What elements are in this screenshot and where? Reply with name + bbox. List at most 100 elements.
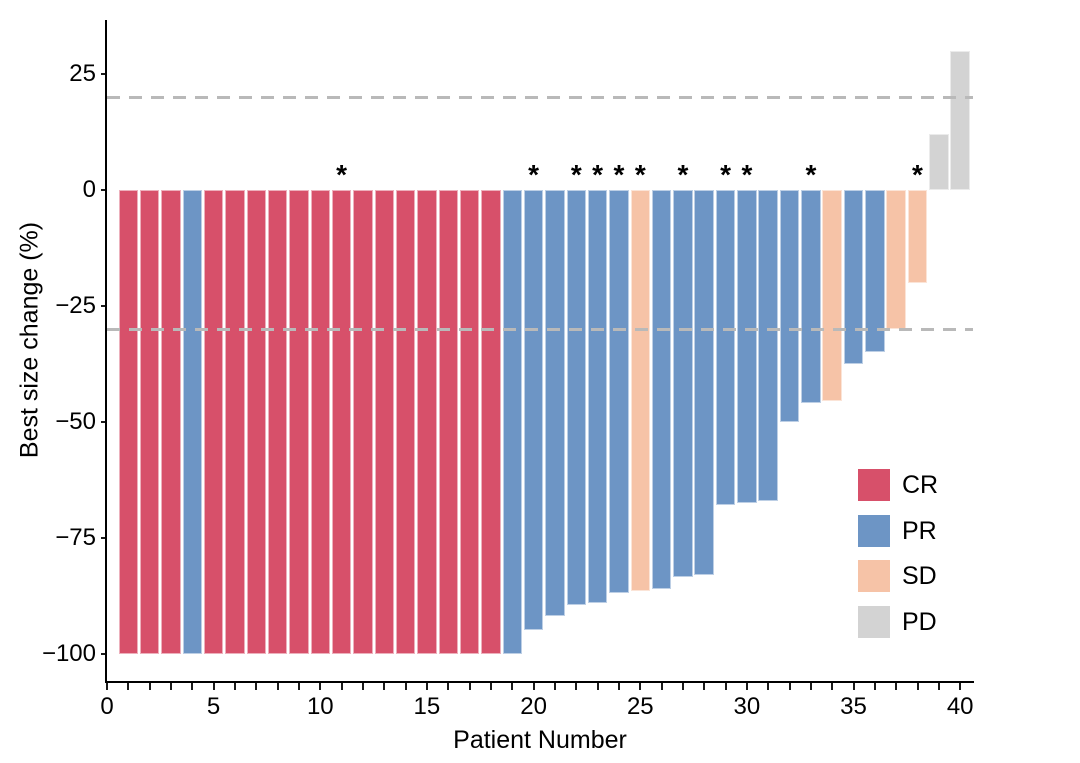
annotation-asterisk: * xyxy=(677,159,689,190)
bar-patient-3 xyxy=(161,190,181,654)
bar-patient-23 xyxy=(587,190,608,603)
bar-patient-24 xyxy=(609,190,629,594)
x-tick xyxy=(660,683,663,690)
y-tick xyxy=(100,652,107,655)
x-tick xyxy=(255,683,258,690)
annotation-asterisk: * xyxy=(805,159,817,190)
bar-patient-18 xyxy=(481,190,501,654)
y-tick xyxy=(100,536,107,539)
x-tick xyxy=(916,683,919,690)
bar-patient-36 xyxy=(865,190,885,353)
x-tick xyxy=(298,683,300,690)
x-tick xyxy=(575,683,578,690)
x-tick xyxy=(511,683,514,690)
x-tick xyxy=(852,683,855,690)
x-tick xyxy=(234,683,236,690)
legend-label: CR xyxy=(902,471,939,499)
annotation-asterisk: * xyxy=(634,159,646,190)
x-tick xyxy=(809,683,812,690)
reference-line-plus20 xyxy=(107,95,973,99)
bar-patient-6 xyxy=(225,190,245,654)
bar-patient-37 xyxy=(886,190,906,329)
x-tick xyxy=(937,683,940,690)
x-tick xyxy=(447,683,450,690)
bar-patient-16 xyxy=(438,190,459,654)
bar-patient-38 xyxy=(907,190,928,283)
annotation-asterisk: * xyxy=(613,159,625,190)
x-tick xyxy=(745,683,748,690)
y-tick-label: −100 xyxy=(41,639,96,667)
annotation-asterisk: * xyxy=(720,159,732,190)
x-tick xyxy=(404,683,407,690)
bar-patient-10 xyxy=(310,190,331,654)
legend-swatch-cr xyxy=(858,469,890,501)
x-tick xyxy=(831,683,834,690)
x-tick xyxy=(553,683,556,690)
x-tick xyxy=(703,683,706,690)
x-tick xyxy=(767,683,770,690)
x-tick xyxy=(340,683,343,690)
legend-item-cr: CR xyxy=(858,469,1058,501)
y-tick xyxy=(100,420,107,423)
x-tick xyxy=(532,683,535,690)
x-tick-label: 30 xyxy=(733,693,761,720)
y-tick-label: −25 xyxy=(55,291,96,319)
x-tick xyxy=(681,683,684,690)
reference-line-minus30 xyxy=(107,327,973,331)
x-tick xyxy=(127,683,130,690)
x-tick xyxy=(276,683,279,690)
x-tick xyxy=(724,683,727,690)
y-tick xyxy=(100,189,107,191)
annotation-asterisk: * xyxy=(741,159,753,190)
legend-label: SD xyxy=(902,562,937,590)
bar-patient-25 xyxy=(630,190,651,591)
bar-patient-39 xyxy=(929,134,949,190)
x-tick xyxy=(148,683,151,690)
x-tick xyxy=(489,683,492,690)
y-tick-label: 25 xyxy=(69,60,96,88)
y-tick-label: 0 xyxy=(82,176,96,203)
bar-patient-29 xyxy=(715,190,736,506)
x-tick xyxy=(873,683,876,690)
x-tick-label: 35 xyxy=(840,693,867,720)
bar-patient-28 xyxy=(694,190,714,575)
x-tick xyxy=(106,683,108,690)
x-tick xyxy=(617,683,620,690)
bar-patient-11 xyxy=(331,190,352,654)
bar-patient-34 xyxy=(822,190,842,401)
x-tick xyxy=(383,683,386,690)
bar-patient-30 xyxy=(737,190,757,503)
x-tick xyxy=(319,683,322,690)
bar-patient-8 xyxy=(267,190,288,654)
x-tick xyxy=(895,683,898,690)
x-tick xyxy=(425,683,428,690)
bar-patient-12 xyxy=(353,190,373,654)
x-axis-title: Patient Number xyxy=(453,726,627,754)
x-tick xyxy=(212,683,215,690)
x-tick xyxy=(788,683,791,690)
annotation-asterisk: * xyxy=(912,159,923,190)
annotation-asterisk: * xyxy=(336,159,348,190)
x-tick-label: 20 xyxy=(520,693,547,720)
legend-item-sd: SD xyxy=(858,560,1058,592)
bar-patient-27 xyxy=(673,190,693,577)
bar-patient-22 xyxy=(566,190,587,605)
bar-patient-5 xyxy=(203,190,224,654)
legend-item-pd: PD xyxy=(858,605,1058,638)
bar-patient-4 xyxy=(182,190,203,654)
x-tick-label: 15 xyxy=(413,693,441,720)
x-tick xyxy=(639,683,642,690)
y-tick-label: −50 xyxy=(55,407,96,435)
y-axis-title: Best size change (%) xyxy=(15,221,44,459)
legend-swatch-pr xyxy=(858,514,890,547)
legend-item-pr: PR xyxy=(858,514,1058,547)
x-tick-label: 5 xyxy=(206,693,221,720)
y-tick xyxy=(100,73,107,76)
legend-label: PR xyxy=(902,516,937,545)
x-tick xyxy=(959,683,962,690)
annotation-asterisk: * xyxy=(592,159,604,190)
bar-patient-21 xyxy=(545,190,565,617)
bar-patient-31 xyxy=(758,190,778,501)
